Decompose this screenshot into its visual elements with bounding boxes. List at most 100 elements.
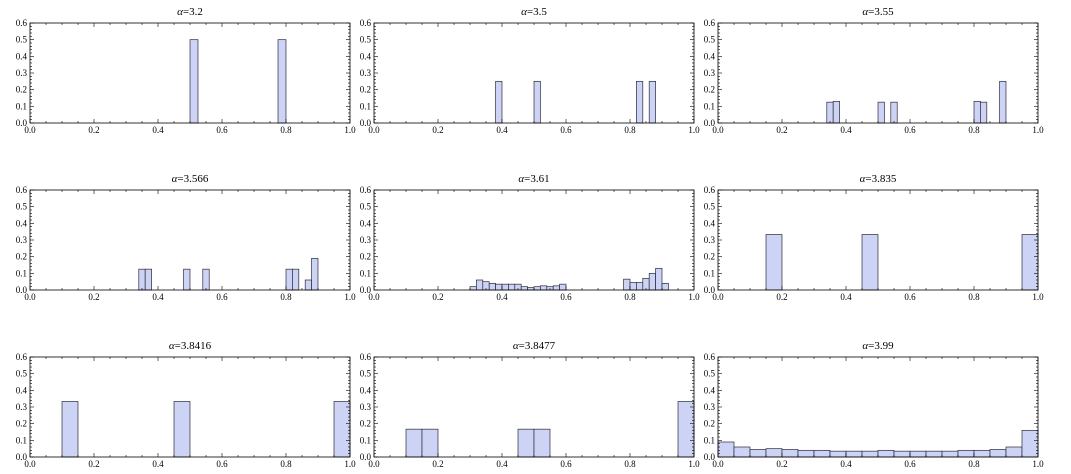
histogram-bar	[980, 101, 988, 124]
x-tick-label: 1.0	[1032, 292, 1044, 302]
x-tick-label: 0.8	[968, 459, 980, 469]
histogram-bar	[973, 449, 991, 458]
histogram-bar	[648, 80, 656, 124]
histogram-bar	[1021, 234, 1039, 291]
histogram-bar	[533, 80, 541, 124]
x-tick-label: 0.4	[496, 459, 508, 469]
histogram-bar	[405, 428, 423, 458]
y-tick-label: 0.3	[360, 402, 372, 412]
y-tick-label: 0.2	[16, 252, 27, 262]
x-tick-label: 0.2	[776, 459, 787, 469]
x-tick-label: 0.8	[968, 125, 980, 135]
x-tick-label: 0.4	[840, 125, 852, 135]
y-tick-label: 0.6	[704, 18, 716, 28]
histogram-bar	[277, 39, 287, 124]
x-tick-label: 0.8	[624, 125, 636, 135]
histogram-bar	[925, 450, 943, 458]
x-tick-label: 0.0	[368, 125, 380, 135]
histogram-bar	[552, 285, 560, 291]
histogram-bar	[957, 449, 975, 458]
y-tick-label: 0.3	[704, 68, 716, 78]
panel-title: α=3.2	[177, 6, 203, 18]
histogram-panel-2: α=3.5 0.0 0.2 0.4 0.6 0.8 1.0 0.0 0.1 0.2 0.3 0.4 0.…	[360, 6, 700, 135]
x-tick-label: 0.8	[624, 459, 636, 469]
histogram-panel-8: α=3.8477 0.0 0.2 0.4 0.6 0.8 1.0 0.0 0.1 0.2 0.3 0.…	[360, 340, 700, 469]
y-tick-label: 0.6	[360, 18, 372, 28]
histogram-bar	[845, 450, 863, 458]
histogram-bar	[733, 446, 751, 458]
x-tick-label: 0.0	[24, 459, 36, 469]
y-tick-label: 0.3	[360, 68, 372, 78]
title-value: =3.566	[177, 173, 208, 185]
histogram-bar	[877, 101, 885, 124]
histogram-bar	[989, 449, 1007, 458]
y-tick-label: 0.0	[360, 452, 372, 462]
x-tick-label: 1.0	[688, 125, 700, 135]
histogram-bar	[749, 449, 767, 458]
histogram-bar	[655, 267, 663, 291]
x-tick-label: 0.0	[712, 125, 724, 135]
histogram-bar	[540, 285, 548, 291]
y-tick-label: 0.0	[16, 285, 28, 295]
panel-title: α=3.566	[172, 173, 209, 185]
y-tick-label: 0.4	[704, 218, 716, 228]
histogram-bar	[909, 450, 927, 458]
y-tick-label: 0.4	[16, 51, 28, 61]
panel-title: α=3.835	[860, 173, 897, 185]
panel-title: α=3.99	[862, 340, 894, 352]
x-tick-label: 1.0	[344, 292, 356, 302]
y-tick-label: 0.6	[16, 185, 28, 195]
x-tick-label: 0.8	[280, 459, 292, 469]
y-tick-label: 0.4	[360, 385, 372, 395]
x-tick-label: 0.6	[216, 125, 228, 135]
histogram-bar	[311, 257, 319, 291]
histogram-bar	[765, 234, 783, 291]
x-tick-label: 0.8	[624, 292, 636, 302]
x-tick-label: 0.0	[368, 459, 380, 469]
histogram-bar	[829, 450, 847, 458]
y-tick-label: 0.3	[360, 235, 372, 245]
y-tick-label: 0.1	[704, 435, 715, 445]
x-tick-label: 0.6	[904, 125, 916, 135]
title-value: =3.99	[868, 340, 894, 352]
x-tick-label: 0.6	[904, 292, 916, 302]
y-tick-label: 0.1	[360, 268, 371, 278]
y-tick-label: 0.6	[16, 18, 28, 28]
histogram-bar	[636, 80, 644, 124]
panel-title: α=3.61	[518, 173, 549, 185]
histogram-bar	[661, 282, 669, 291]
y-tick-label: 0.0	[704, 285, 716, 295]
x-tick-label: 0.4	[840, 292, 852, 302]
y-tick-label: 0.1	[704, 268, 715, 278]
x-tick-label: 1.0	[688, 459, 700, 469]
histogram-bar	[677, 401, 695, 458]
histogram-panel-1: α=3.2 0.0 0.2 0.4 0.6 0.8 1.0 0.0 0.1 0.2 0.3 0.4 0.…	[16, 6, 356, 135]
histogram-bar	[832, 100, 840, 124]
title-value: =3.2	[183, 6, 203, 18]
y-tick-label: 0.6	[360, 352, 372, 362]
title-value: =3.8416	[175, 340, 212, 352]
y-tick-label: 0.1	[704, 101, 715, 111]
y-tick-label: 0.2	[704, 419, 715, 429]
y-tick-label: 0.5	[704, 35, 716, 45]
y-tick-label: 0.5	[704, 369, 716, 379]
histogram-bar	[488, 282, 496, 291]
title-alpha: α	[860, 173, 866, 185]
y-tick-label: 0.0	[360, 118, 372, 128]
title-value: =3.55	[868, 6, 894, 18]
x-tick-label: 0.2	[432, 459, 443, 469]
plot-frame	[717, 356, 1039, 458]
title-value: =3.5	[527, 6, 547, 18]
x-tick-label: 0.4	[152, 125, 164, 135]
title-alpha: α	[169, 340, 175, 352]
x-tick-label: 0.2	[432, 125, 443, 135]
y-tick-label: 0.4	[16, 218, 28, 228]
y-tick-label: 0.0	[16, 118, 28, 128]
title-alpha: α	[521, 6, 527, 18]
x-tick-label: 1.0	[688, 292, 700, 302]
x-tick-label: 0.6	[904, 459, 916, 469]
x-tick-label: 0.6	[560, 459, 572, 469]
histogram-bar	[765, 448, 783, 458]
histogram-bar	[629, 282, 637, 291]
y-tick-label: 0.5	[16, 369, 28, 379]
